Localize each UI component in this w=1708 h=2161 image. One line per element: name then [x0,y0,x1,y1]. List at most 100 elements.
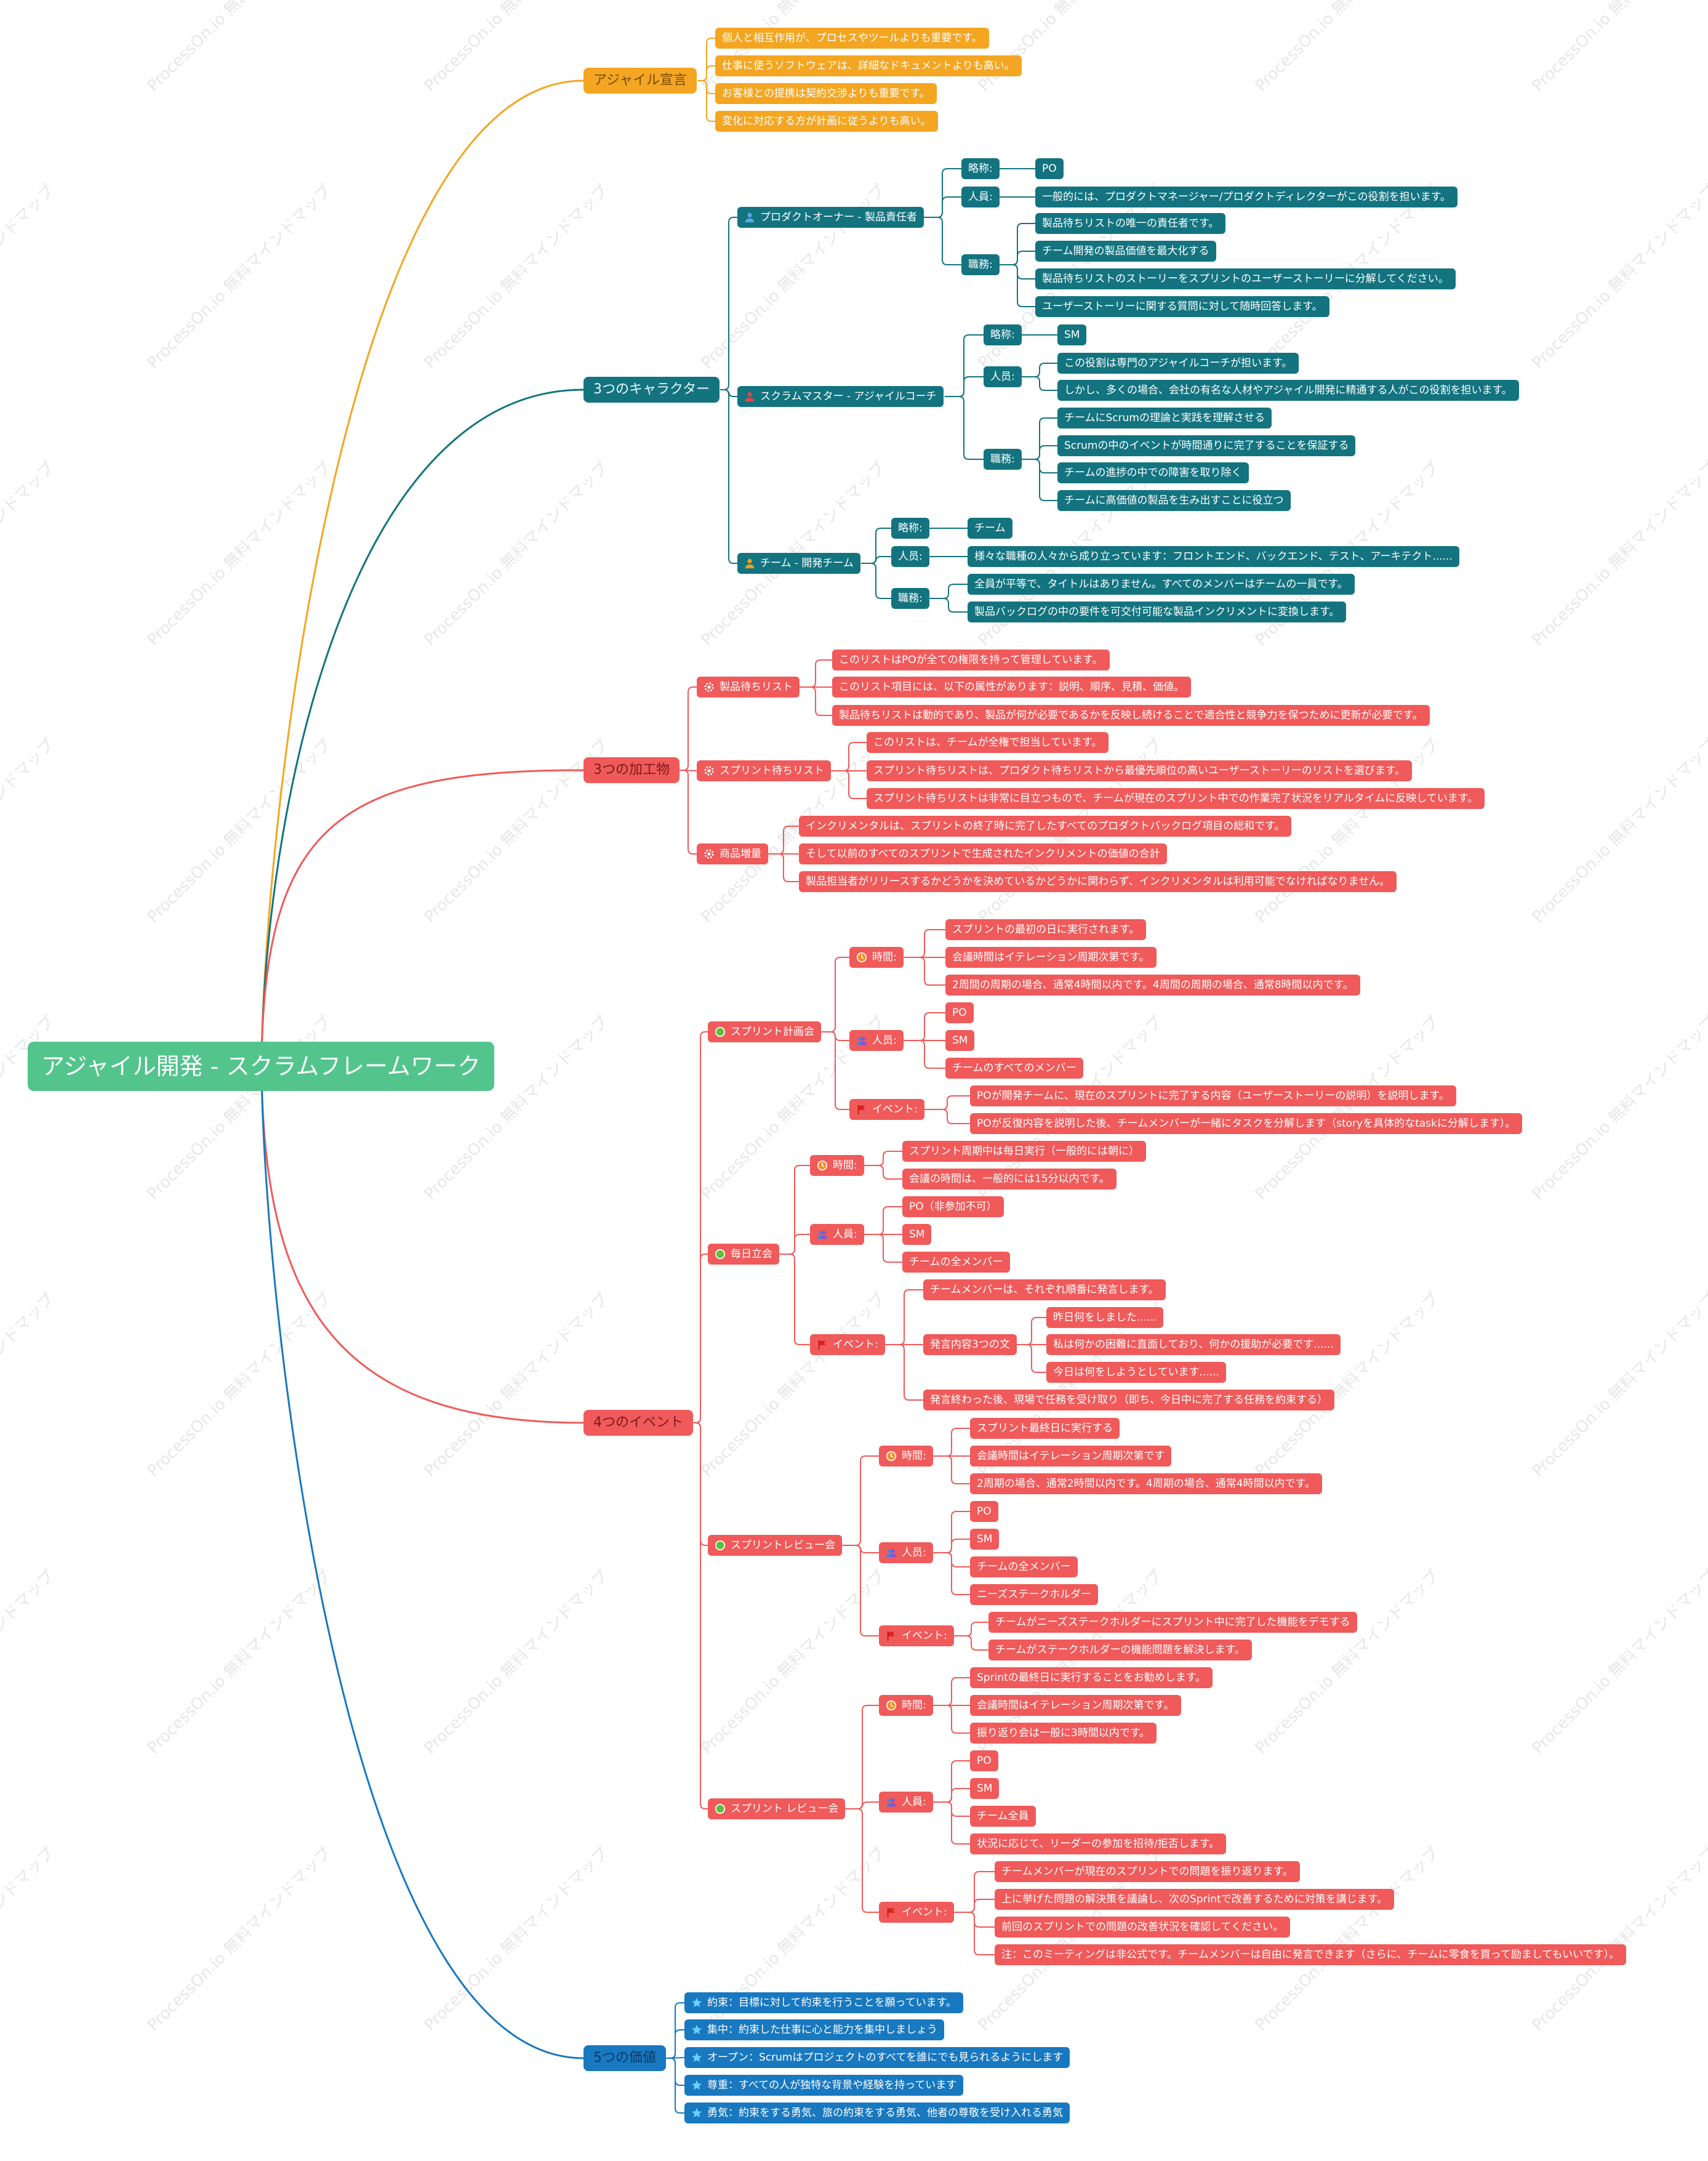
events-item-3-1-1[interactable]: スプリント最終日に実行する [970,1418,1120,1439]
roles-item-2[interactable]: スクラムマスター - アジャイルコーチ [737,386,944,407]
events-item-4-2-1[interactable]: PO [970,1750,998,1771]
events-item-3-1[interactable]: 時間: [879,1446,933,1467]
values-item-3[interactable]: オープン：Scrumはプロジェクトのすべてを誰にでも見られるようにします [684,2047,1070,2068]
events-item-1-2[interactable]: 人员: [849,1030,904,1051]
roles-item-2-1[interactable]: 略称: [984,324,1022,345]
branch-events[interactable]: 4つのイベント [583,1410,693,1436]
roles-item-1-3-1[interactable]: 製品待ちリストの唯一の責任者です。 [1035,213,1226,234]
roles-item-1-3-4[interactable]: ユーザーストーリーに関する質問に対して随時回答します。 [1035,296,1329,317]
values-item-2[interactable]: 集中：約束した仕事に心と能力を集中しましょう [684,2019,944,2040]
roles-item-3-2[interactable]: 人员: [891,546,929,567]
events-item-1-3[interactable]: イベント: [849,1099,924,1120]
events-item-4-2-3[interactable]: チーム全員 [970,1806,1036,1827]
values-item-5[interactable]: 勇気：約束をする勇気、旅の約束をする勇気、他者の尊敬を受け入れる勇気 [684,2103,1070,2123]
roles-item-2-3-3[interactable]: チームの進捗の中での障害を取り除く [1057,462,1249,483]
events-item-4-3-2[interactable]: 上に挙げた問題の解決策を議論し、次のSprintで改善するために対策を講じます。 [995,1889,1395,1910]
manifesto-item-4[interactable]: 変化に対応する方が計画に従うよりも高い。 [715,111,938,132]
branch-values[interactable]: 5つの価値 [583,2045,666,2071]
events-item-1-1[interactable]: 時間: [849,947,904,968]
events-item-3-2-3[interactable]: チームの全メンバー [970,1556,1078,1577]
events-item-4-1[interactable]: 時間: [879,1695,933,1716]
events-item-1-2-2[interactable]: SM [945,1030,975,1051]
artifacts-item-3-3[interactable]: 製品担当者がリリースするかどうかを決めているかどうかに関わらず、インクリメンタル… [799,871,1397,892]
roles-item-1-3[interactable]: 職務: [961,254,1000,275]
manifesto-item-3[interactable]: お客様との提携は契約交渉よりも重要です。 [715,83,937,104]
events-item-2-1[interactable]: 時間: [810,1155,864,1176]
events-item-4[interactable]: スプリント レビュー会 [708,1798,846,1819]
events-item-2-3-3[interactable]: 発言終わった後、現場で任務を受け取り（即ち、今日中に完了する任務を約束する） [923,1390,1334,1410]
events-item-2-3-2-3[interactable]: 今日は何をしようとしています...... [1046,1362,1226,1383]
events-item-4-1-1[interactable]: Sprintの最終日に実行することをお勧めします。 [970,1667,1213,1688]
events-item-4-3-4[interactable]: 注：このミーティングは非公式です。チームメンバーは自由に発言できます（さらに、チ… [995,1944,1627,1965]
roles-item-1-3-2[interactable]: チーム開発の製品価値を最大化する [1035,241,1216,262]
roles-item-2-2-2[interactable]: しかし、多くの場合、会社の有名な人材やアジャイル開発に精通する人がこの役割を担い… [1057,380,1519,401]
branch-roles[interactable]: 3つのキャラクター [583,377,720,403]
events-item-3-3[interactable]: イベント: [879,1625,954,1646]
roles-item-3-3-2[interactable]: 製品バックログの中の要件を可交付可能な製品インクリメントに変換します。 [968,602,1347,622]
events-item-3-2-1[interactable]: PO [970,1501,998,1522]
events-item-2-2[interactable]: 人員: [810,1224,864,1245]
events-item-2-1-1[interactable]: スプリント周期中は毎日実行（一般的には朝に） [902,1141,1146,1162]
roles-item-2-3-4[interactable]: チームに高価値の製品を生み出すことに役立つ [1057,490,1291,511]
events-item-1-2-3[interactable]: チームのすべてのメンバー [945,1058,1083,1079]
roles-item-3[interactable]: チーム - 開発チーム [737,553,860,574]
manifesto-item-2[interactable]: 仕事に使うソフトウェアは、詳細なドキュメントよりも高い。 [715,55,1022,76]
values-item-4[interactable]: 尊重：すべての人が独特な背景や経験を持っています [684,2075,964,2096]
artifacts-item-3[interactable]: 商品増量 [697,843,768,864]
roles-item-2-2[interactable]: 人员: [984,366,1022,387]
events-item-4-3[interactable]: イベント: [879,1902,954,1923]
roles-item-3-3-1[interactable]: 全員が平等で、タイトルはありません。すべてのメンバーはチームの一員です。 [968,574,1355,595]
events-item-1[interactable]: スプリント計画会 [708,1021,821,1042]
events-item-4-2-4[interactable]: 状況に応じて、リーダーの参加を招待/拒否します。 [970,1833,1227,1854]
events-item-3-2-2[interactable]: SM [970,1529,1000,1550]
artifacts-item-3-2[interactable]: そして以前のすべてのスプリントで生成されたインクリメントの価値の合計 [799,843,1167,864]
artifacts-item-3-1[interactable]: インクリメンタルは、スプリントの終了時に完了したすべてのプロダクトバックログ項目… [799,816,1292,837]
events-item-2-3-2-1[interactable]: 昨日何をしました...... [1046,1307,1164,1328]
roles-item-1-1[interactable]: 略称: [961,158,1000,179]
artifacts-item-2-2[interactable]: スプリント待ちリストは、プロダクト待ちリストから最優先順位の高いユーザーストーリ… [867,760,1413,781]
events-item-2-2-3[interactable]: チームの全メンバー [902,1252,1010,1273]
manifesto-item-1[interactable]: 個人と相互作用が、プロセスやツールよりも重要です。 [715,28,989,49]
events-item-1-3-2[interactable]: POが反復内容を説明した後、チームメンバーが一緒にタスクを分解します（story… [970,1113,1523,1134]
roles-item-3-1-1[interactable]: チーム [968,518,1012,539]
events-item-1-1-1[interactable]: スプリントの最初の日に実行されます。 [945,919,1147,940]
roles-item-2-3[interactable]: 職務: [984,449,1022,470]
events-item-2-2-1[interactable]: PO（非参加不可） [902,1196,1004,1217]
roles-item-2-3-1[interactable]: チームにScrumの理論と実践を理解させる [1057,408,1272,429]
artifacts-item-2[interactable]: スプリント待ちリスト [697,760,831,781]
events-item-3-1-3[interactable]: 2周期の場合、通常2時間以内です。4周期の場合、通常4時間以内です。 [970,1473,1322,1494]
events-item-4-3-1[interactable]: チームメンバーが現在のスプリントでの問題を振り返ります。 [995,1861,1300,1882]
events-item-2[interactable]: 毎日立会 [708,1244,779,1265]
roles-item-2-3-2[interactable]: Scrumの中のイベントが時間通りに完了することを保証する [1057,435,1356,456]
events-item-1-2-1[interactable]: PO [945,1002,974,1023]
artifacts-item-2-1[interactable]: このリストは、チームが全権で担当しています。 [867,732,1109,753]
events-item-1-3-1[interactable]: POが開発チームに、現在のスプリントに完了する内容（ユーザーストーリーの説明）を… [970,1085,1456,1106]
branch-manifesto[interactable]: アジャイル宣言 [583,68,697,94]
events-item-1-1-2[interactable]: 会議時間はイテレーション周期次第です。 [945,947,1157,968]
events-item-2-1-2[interactable]: 会議の時間は、一般的には15分以内です。 [902,1169,1117,1189]
roles-item-3-3[interactable]: 職務: [891,588,929,609]
branch-artifacts[interactable]: 3つの加工物 [583,757,680,783]
events-item-3-2[interactable]: 人员: [879,1542,933,1563]
roles-item-1-1-1[interactable]: PO [1035,158,1064,179]
events-item-4-2[interactable]: 人員: [879,1792,933,1813]
events-item-4-3-3[interactable]: 前回のスプリントでの問題の改善状況を確認してください。 [995,1917,1290,1938]
events-item-4-1-2[interactable]: 会議時間はイテレーション周期次第です。 [970,1695,1181,1716]
events-item-3-3-2[interactable]: チームがステークホルダーの機能問題を解決します。 [988,1640,1252,1660]
roles-item-3-1[interactable]: 略称: [891,518,929,539]
artifacts-item-1-3[interactable]: 製品待ちリストは動的であり、製品が何が必要であるかを反映し続けることで適合性と競… [832,705,1430,726]
events-item-1-1-3[interactable]: 2周間の周期の場合、通常4時間以内です。4周間の周期の場合、通常8時間以内です。 [945,975,1360,996]
values-item-1[interactable]: 約束：目標に対して約束を行うことを願っています。 [684,1992,963,2013]
events-item-2-2-2[interactable]: SM [902,1224,932,1245]
events-item-2-3-2-2[interactable]: 私は何かの困難に直面しており、何かの援助が必要です...... [1046,1334,1341,1355]
events-item-2-3-2[interactable]: 発言内容3つの文 [923,1334,1017,1355]
events-item-3-3-1[interactable]: チームがニーズステークホルダーにスプリント中に完了した機能をデモする [988,1612,1357,1633]
roles-item-2-1-1[interactable]: SM [1057,324,1087,345]
events-item-2-3[interactable]: イベント: [810,1334,885,1355]
roles-item-3-2-1[interactable]: 様々な職種の人々から成り立っています：フロントエンド、バックエンド、テスト、アー… [968,546,1459,567]
events-item-3[interactable]: スプリントレビュー会 [708,1535,842,1556]
roles-item-2-2-1[interactable]: この役割は専門のアジャイルコーチが担います。 [1057,353,1299,374]
events-item-3-1-2[interactable]: 会議時間はイテレーション周期次第です [970,1446,1172,1467]
events-item-3-2-4[interactable]: ニーズステークホルダー [970,1584,1099,1605]
artifacts-item-1-1[interactable]: このリストはPOが全ての権限を持って管理しています。 [832,650,1110,670]
